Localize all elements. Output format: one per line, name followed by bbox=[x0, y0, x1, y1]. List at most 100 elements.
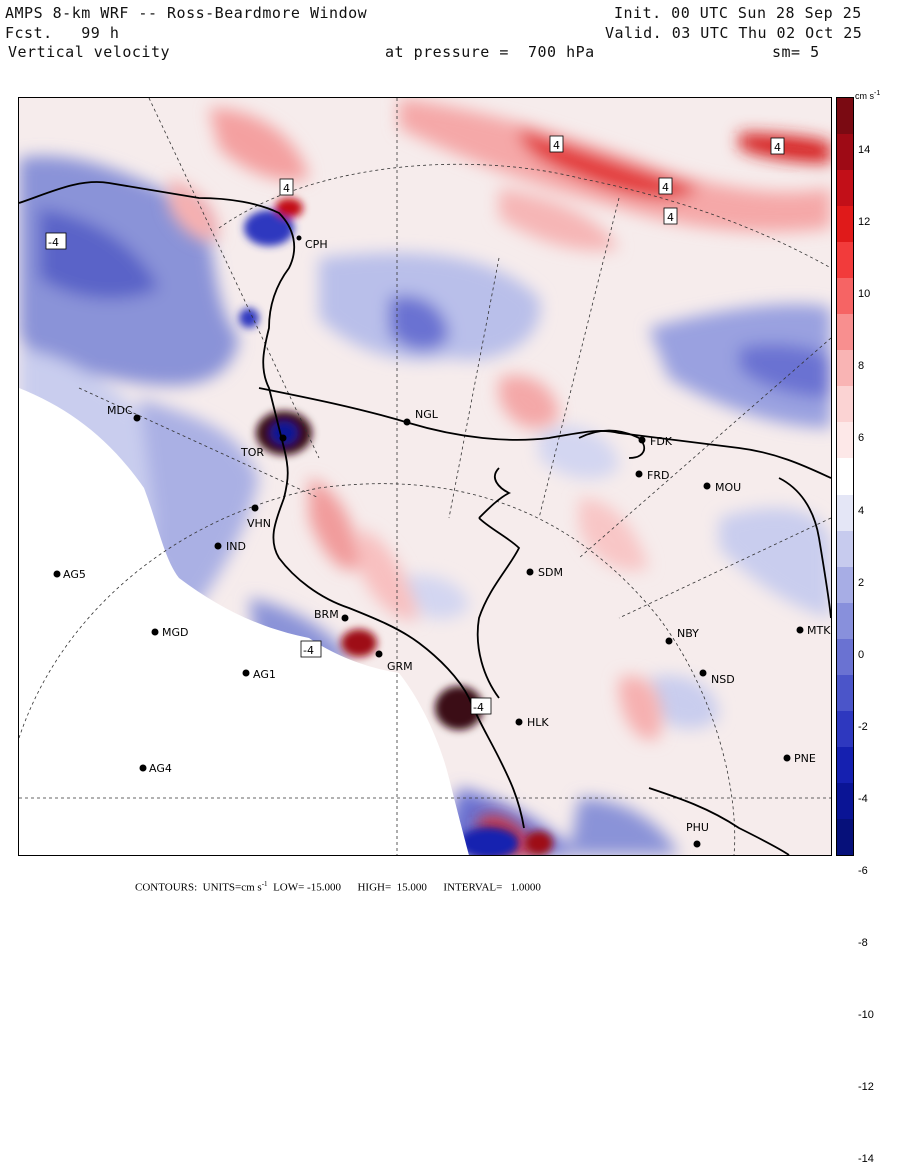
station-NGL[interactable]: NGL bbox=[403, 408, 439, 426]
colorbar-segment bbox=[837, 494, 853, 532]
svg-text:IND: IND bbox=[226, 540, 246, 553]
colorbar-segment bbox=[837, 422, 853, 459]
colorbar-tick-label: 8 bbox=[858, 360, 865, 373]
svg-text:TOR: TOR bbox=[240, 446, 264, 459]
station-MOU[interactable]: MOU bbox=[703, 481, 742, 494]
pressure-level: at pressure = 700 hPa bbox=[385, 43, 595, 61]
svg-text:4: 4 bbox=[662, 181, 669, 194]
colorbar-segment bbox=[837, 818, 853, 856]
svg-text:-4: -4 bbox=[48, 236, 59, 249]
station-VHN[interactable]: VHN bbox=[247, 504, 271, 531]
contour-label: 4 bbox=[279, 178, 294, 196]
station-IND[interactable]: IND bbox=[214, 540, 246, 553]
station-PHU[interactable]: PHU bbox=[686, 821, 709, 848]
colorbar-segment bbox=[837, 242, 853, 279]
station-CPH[interactable]: CPH bbox=[296, 235, 328, 252]
colorbar-tick-label: -12 bbox=[858, 1081, 874, 1094]
colorbar-tick-label: -4 bbox=[858, 792, 868, 805]
colorbar-segment bbox=[837, 674, 853, 712]
station-AG5[interactable]: AG5 bbox=[53, 568, 86, 581]
svg-text:GRM: GRM bbox=[387, 660, 413, 673]
station-MTK[interactable]: MTK bbox=[796, 624, 832, 637]
colorbar-units-exp: -1 bbox=[874, 90, 881, 97]
contour-label: 4 bbox=[658, 177, 673, 195]
colorbar-tick-label: 4 bbox=[858, 504, 865, 517]
svg-text:MDC: MDC bbox=[107, 404, 133, 417]
station-TOR[interactable]: TOR bbox=[240, 434, 287, 460]
svg-text:-4: -4 bbox=[303, 644, 314, 657]
colorbar-tick-label: 14 bbox=[858, 144, 871, 157]
contour-labels: 4 4 4 4 4 -4 -4 -4 bbox=[45, 135, 785, 715]
colorbar-segment bbox=[837, 602, 853, 640]
svg-text:MOU: MOU bbox=[715, 481, 741, 494]
missing-data-area bbox=[19, 388, 469, 855]
svg-text:PNE: PNE bbox=[794, 752, 816, 765]
init-time: Init. 00 UTC Sun 28 Sep 25 bbox=[614, 4, 862, 22]
colorbar-tick-label: -10 bbox=[858, 1009, 874, 1022]
colorbar bbox=[836, 97, 854, 856]
colorbar-segment bbox=[837, 638, 853, 676]
station-SDM[interactable]: SDM bbox=[526, 566, 563, 579]
contour-label: -4 bbox=[470, 697, 492, 715]
colorbar-units: cm s-1 bbox=[855, 90, 880, 101]
valid-time: Valid. 03 UTC Thu 02 Oct 25 bbox=[605, 24, 863, 42]
map-panel: 4 4 4 4 4 -4 -4 -4 MDC NGL FDK FRD MOU T… bbox=[18, 97, 832, 856]
colorbar-segment bbox=[837, 278, 853, 315]
colorbar-segment bbox=[837, 206, 853, 243]
station-FDK[interactable]: FDK bbox=[638, 435, 673, 448]
station-HLK[interactable]: HLK bbox=[515, 716, 550, 729]
station-MDC[interactable]: MDC bbox=[107, 404, 141, 422]
station-GRM[interactable]: GRM bbox=[375, 650, 413, 674]
contour-label: -4 bbox=[300, 640, 322, 658]
footer-exp: -1 bbox=[261, 880, 268, 888]
colorbar-tick-label: 10 bbox=[858, 288, 871, 301]
svg-text:CPH: CPH bbox=[305, 238, 328, 251]
svg-text:-4: -4 bbox=[473, 701, 484, 714]
station-PNE[interactable]: PNE bbox=[783, 752, 816, 765]
colorbar-tick-label: 2 bbox=[858, 576, 865, 589]
svg-text:4: 4 bbox=[283, 182, 290, 195]
colorbar-tick-label: -2 bbox=[858, 720, 868, 733]
footer-text-a: CONTOURS: UNITS=cm s bbox=[135, 881, 262, 894]
colorbar-segment bbox=[837, 710, 853, 748]
svg-text:AG4: AG4 bbox=[149, 762, 172, 775]
svg-text:BRM: BRM bbox=[314, 608, 339, 621]
colorbar-segment bbox=[837, 386, 853, 423]
station-AG1[interactable]: AG1 bbox=[242, 668, 276, 681]
colorbar-tick-label: 0 bbox=[858, 648, 865, 661]
svg-text:MGD: MGD bbox=[162, 626, 189, 639]
svg-text:NBY: NBY bbox=[677, 627, 699, 640]
forecast-hour: Fcst. 99 h bbox=[5, 24, 120, 42]
map-title: AMPS 8-km WRF -- Ross-Beardmore Window bbox=[5, 4, 368, 22]
colorbar-tick-label: -8 bbox=[858, 937, 868, 950]
grid-lines bbox=[19, 98, 831, 855]
contour-label: 4 bbox=[663, 207, 678, 225]
smoothing: sm= 5 bbox=[772, 43, 820, 61]
coastline bbox=[19, 181, 831, 855]
station-NBY[interactable]: NBY bbox=[665, 627, 700, 645]
colorbar-segment bbox=[837, 134, 853, 171]
footer-text-b: LOW= -15.000 HIGH= 15.000 INTERVAL= 1.00… bbox=[267, 881, 541, 894]
svg-text:4: 4 bbox=[553, 139, 560, 152]
map-canvas: 4 4 4 4 4 -4 -4 -4 MDC NGL FDK FRD MOU T… bbox=[19, 98, 831, 855]
contour-label: 4 bbox=[770, 137, 785, 155]
station-BRM[interactable]: BRM bbox=[314, 608, 349, 622]
colorbar-segment bbox=[837, 170, 853, 207]
colorbar-tick-label: -14 bbox=[858, 1153, 874, 1165]
station-NSD[interactable]: NSD bbox=[699, 669, 735, 687]
station-AG4[interactable]: AG4 bbox=[139, 762, 172, 775]
colorbar-segment bbox=[837, 782, 853, 820]
colorbar-segment bbox=[837, 314, 853, 351]
svg-text:AG1: AG1 bbox=[253, 668, 276, 681]
station-FRD[interactable]: FRD bbox=[635, 469, 670, 482]
contour-label: 4 bbox=[549, 135, 564, 153]
colorbar-segment bbox=[837, 530, 853, 568]
field-name: Vertical velocity bbox=[8, 43, 171, 61]
colorbar-tick-label: 12 bbox=[858, 216, 871, 229]
colorbar-segment bbox=[837, 746, 853, 784]
svg-text:PHU: PHU bbox=[686, 821, 709, 834]
colorbar-tick-label: -6 bbox=[858, 865, 868, 878]
colorbar-tick-label: 6 bbox=[858, 432, 865, 445]
svg-text:VHN: VHN bbox=[247, 517, 271, 530]
station-MGD[interactable]: MGD bbox=[151, 626, 189, 639]
